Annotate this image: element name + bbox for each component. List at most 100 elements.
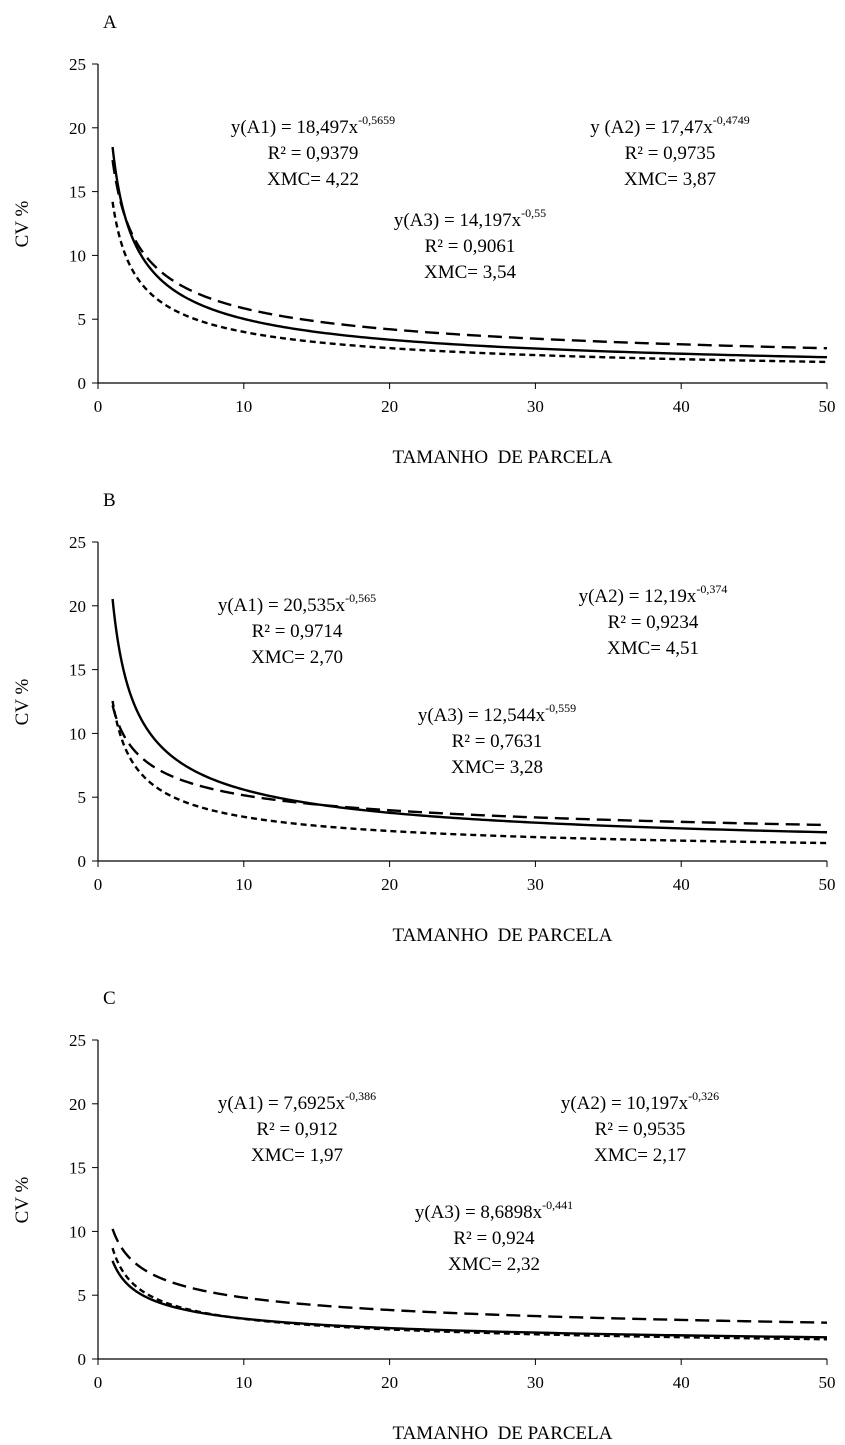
x-axis-title: TAMANHO DE PARCELA (393, 1423, 613, 1444)
x-tick-label: 40 (673, 397, 690, 416)
equation-label: y(A2) = 12,19x-0,374 (579, 582, 728, 607)
series-line-a2 (111, 1228, 828, 1324)
equation-label: y(A3) = 8,6898x-0,441 (415, 1198, 573, 1223)
x-axis-title: TAMANHO DE PARCELA (393, 925, 613, 946)
x-tick-label: 50 (819, 397, 836, 416)
y-tick-label: 25 (69, 1031, 86, 1050)
series-line-a1 (111, 598, 828, 834)
equation-main: y(A1) = 7,6925x (218, 1093, 346, 1114)
r-squared-label: R² = 0,9714 (252, 621, 343, 642)
equation-exponent: -0,441 (542, 1198, 573, 1212)
series-line-a1 (111, 1260, 828, 1339)
equation-label: y(A1) = 7,6925x-0,386 (218, 1089, 376, 1114)
y-tick-label: 20 (69, 119, 86, 138)
equation-main: y (A2) = 17,47x (590, 117, 713, 138)
x-tick-label: 0 (94, 1373, 103, 1392)
y-tick-label: 0 (78, 374, 87, 393)
y-tick-label: 10 (69, 724, 86, 743)
x-tick-label: 50 (819, 875, 836, 894)
y-axis-title: CV % (12, 679, 33, 726)
xmc-label: XMC= 3,87 (624, 169, 716, 190)
y-tick-label: 5 (78, 310, 87, 329)
xmc-label: XMC= 2,70 (251, 647, 343, 668)
x-tick-label: 0 (94, 397, 103, 416)
r-squared-label: R² = 0,9061 (425, 236, 516, 257)
y-tick-label: 20 (69, 1095, 86, 1114)
x-axis-title: TAMANHO DE PARCELA (393, 447, 613, 468)
x-tick-label: 50 (819, 1373, 836, 1392)
equation-exponent: -0,4749 (713, 113, 750, 127)
equation-label: y (A2) = 17,47x-0,4749 (590, 113, 750, 138)
equation-main: y(A3) = 12,544x (418, 705, 546, 726)
series-line-a2 (111, 705, 828, 827)
equation-exponent: -0,565 (345, 591, 376, 605)
x-tick-label: 10 (235, 397, 252, 416)
y-tick-label: 20 (69, 597, 86, 616)
equation-exponent: -0,55 (521, 206, 546, 220)
x-tick-label: 30 (527, 1373, 544, 1392)
panel-label: A (103, 12, 117, 33)
x-tick-label: 30 (527, 397, 544, 416)
y-tick-label: 5 (78, 788, 87, 807)
r-squared-label: R² = 0,924 (453, 1228, 535, 1249)
y-tick-label: 15 (69, 661, 86, 680)
y-axis-title: CV % (12, 201, 33, 248)
series-line-a2 (111, 159, 828, 350)
r-squared-label: R² = 0,9535 (595, 1119, 686, 1140)
chart-panel-b: B 0 5 10 15 20 25 0 10 20 30 40 50 CV % TAMANHO DE PAR… (12, 490, 836, 946)
equation-main: y(A3) = 14,197x (394, 210, 522, 231)
series-line-a3 (111, 1247, 828, 1341)
xmc-label: XMC= 3,54 (424, 262, 517, 283)
r-squared-label: R² = 0,9735 (625, 143, 716, 164)
equation-main: y(A1) = 18,497x (231, 117, 359, 138)
y-tick-label: 0 (78, 1350, 87, 1369)
xmc-label: XMC= 1,97 (251, 1145, 343, 1166)
equation-main: y(A2) = 12,19x (579, 586, 697, 607)
series-line-a1 (111, 146, 828, 359)
r-squared-label: R² = 0,912 (256, 1119, 337, 1140)
x-tick-label: 10 (235, 875, 252, 894)
equation-main: y(A1) = 20,535x (218, 595, 346, 616)
y-tick-label: 25 (69, 55, 86, 74)
y-tick-label: 10 (69, 1222, 86, 1241)
panel-label: B (103, 490, 116, 511)
panel-label: C (103, 988, 116, 1009)
x-tick-label: 20 (381, 397, 398, 416)
x-tick-label: 40 (673, 1373, 690, 1392)
x-tick-label: 20 (381, 875, 398, 894)
x-tick-label: 40 (673, 875, 690, 894)
y-tick-label: 5 (78, 1286, 87, 1305)
equation-label: y(A3) = 12,544x-0,559 (418, 701, 576, 726)
x-tick-label: 20 (381, 1373, 398, 1392)
x-tick-label: 10 (235, 1373, 252, 1392)
equation-label: y(A1) = 20,535x-0,565 (218, 591, 376, 616)
equation-exponent: -0,386 (345, 1089, 376, 1103)
y-tick-label: 10 (69, 246, 86, 265)
r-squared-label: R² = 0,7631 (452, 731, 543, 752)
xmc-label: XMC= 2,17 (594, 1145, 686, 1166)
xmc-label: XMC= 3,28 (451, 757, 543, 778)
equation-label: y(A3) = 14,197x-0,55 (394, 206, 546, 231)
y-tick-label: 25 (69, 533, 86, 552)
x-tick-label: 0 (94, 875, 103, 894)
r-squared-label: R² = 0,9234 (608, 612, 699, 633)
equation-main: y(A3) = 8,6898x (415, 1202, 543, 1223)
equation-exponent: -0,326 (688, 1089, 719, 1103)
series-line-a3 (111, 700, 828, 845)
xmc-label: XMC= 4,22 (267, 169, 359, 190)
xmc-label: XMC= 4,51 (607, 638, 699, 659)
x-tick-label: 30 (527, 875, 544, 894)
y-axis-title: CV % (12, 1177, 33, 1224)
chart-panel-c: C 0 5 10 15 20 25 0 10 20 30 40 50 CV % TAMANHO DE PAR… (12, 988, 836, 1444)
equation-label: y(A2) = 10,197x-0,326 (561, 1089, 719, 1114)
equation-exponent: -0,374 (696, 582, 727, 596)
equation-label: y(A1) = 18,497x-0,5659 (231, 113, 395, 138)
equation-exponent: -0,5659 (358, 113, 395, 127)
xmc-label: XMC= 2,32 (448, 1254, 540, 1275)
y-tick-label: 0 (78, 852, 87, 871)
r-squared-label: R² = 0,9379 (268, 143, 359, 164)
chart-panel-a: A 0 5 10 15 20 25 0 10 20 30 40 50 CV % TAMANHO DE PAR… (12, 12, 836, 468)
equation-exponent: -0,559 (545, 701, 576, 715)
y-tick-label: 15 (69, 183, 86, 202)
